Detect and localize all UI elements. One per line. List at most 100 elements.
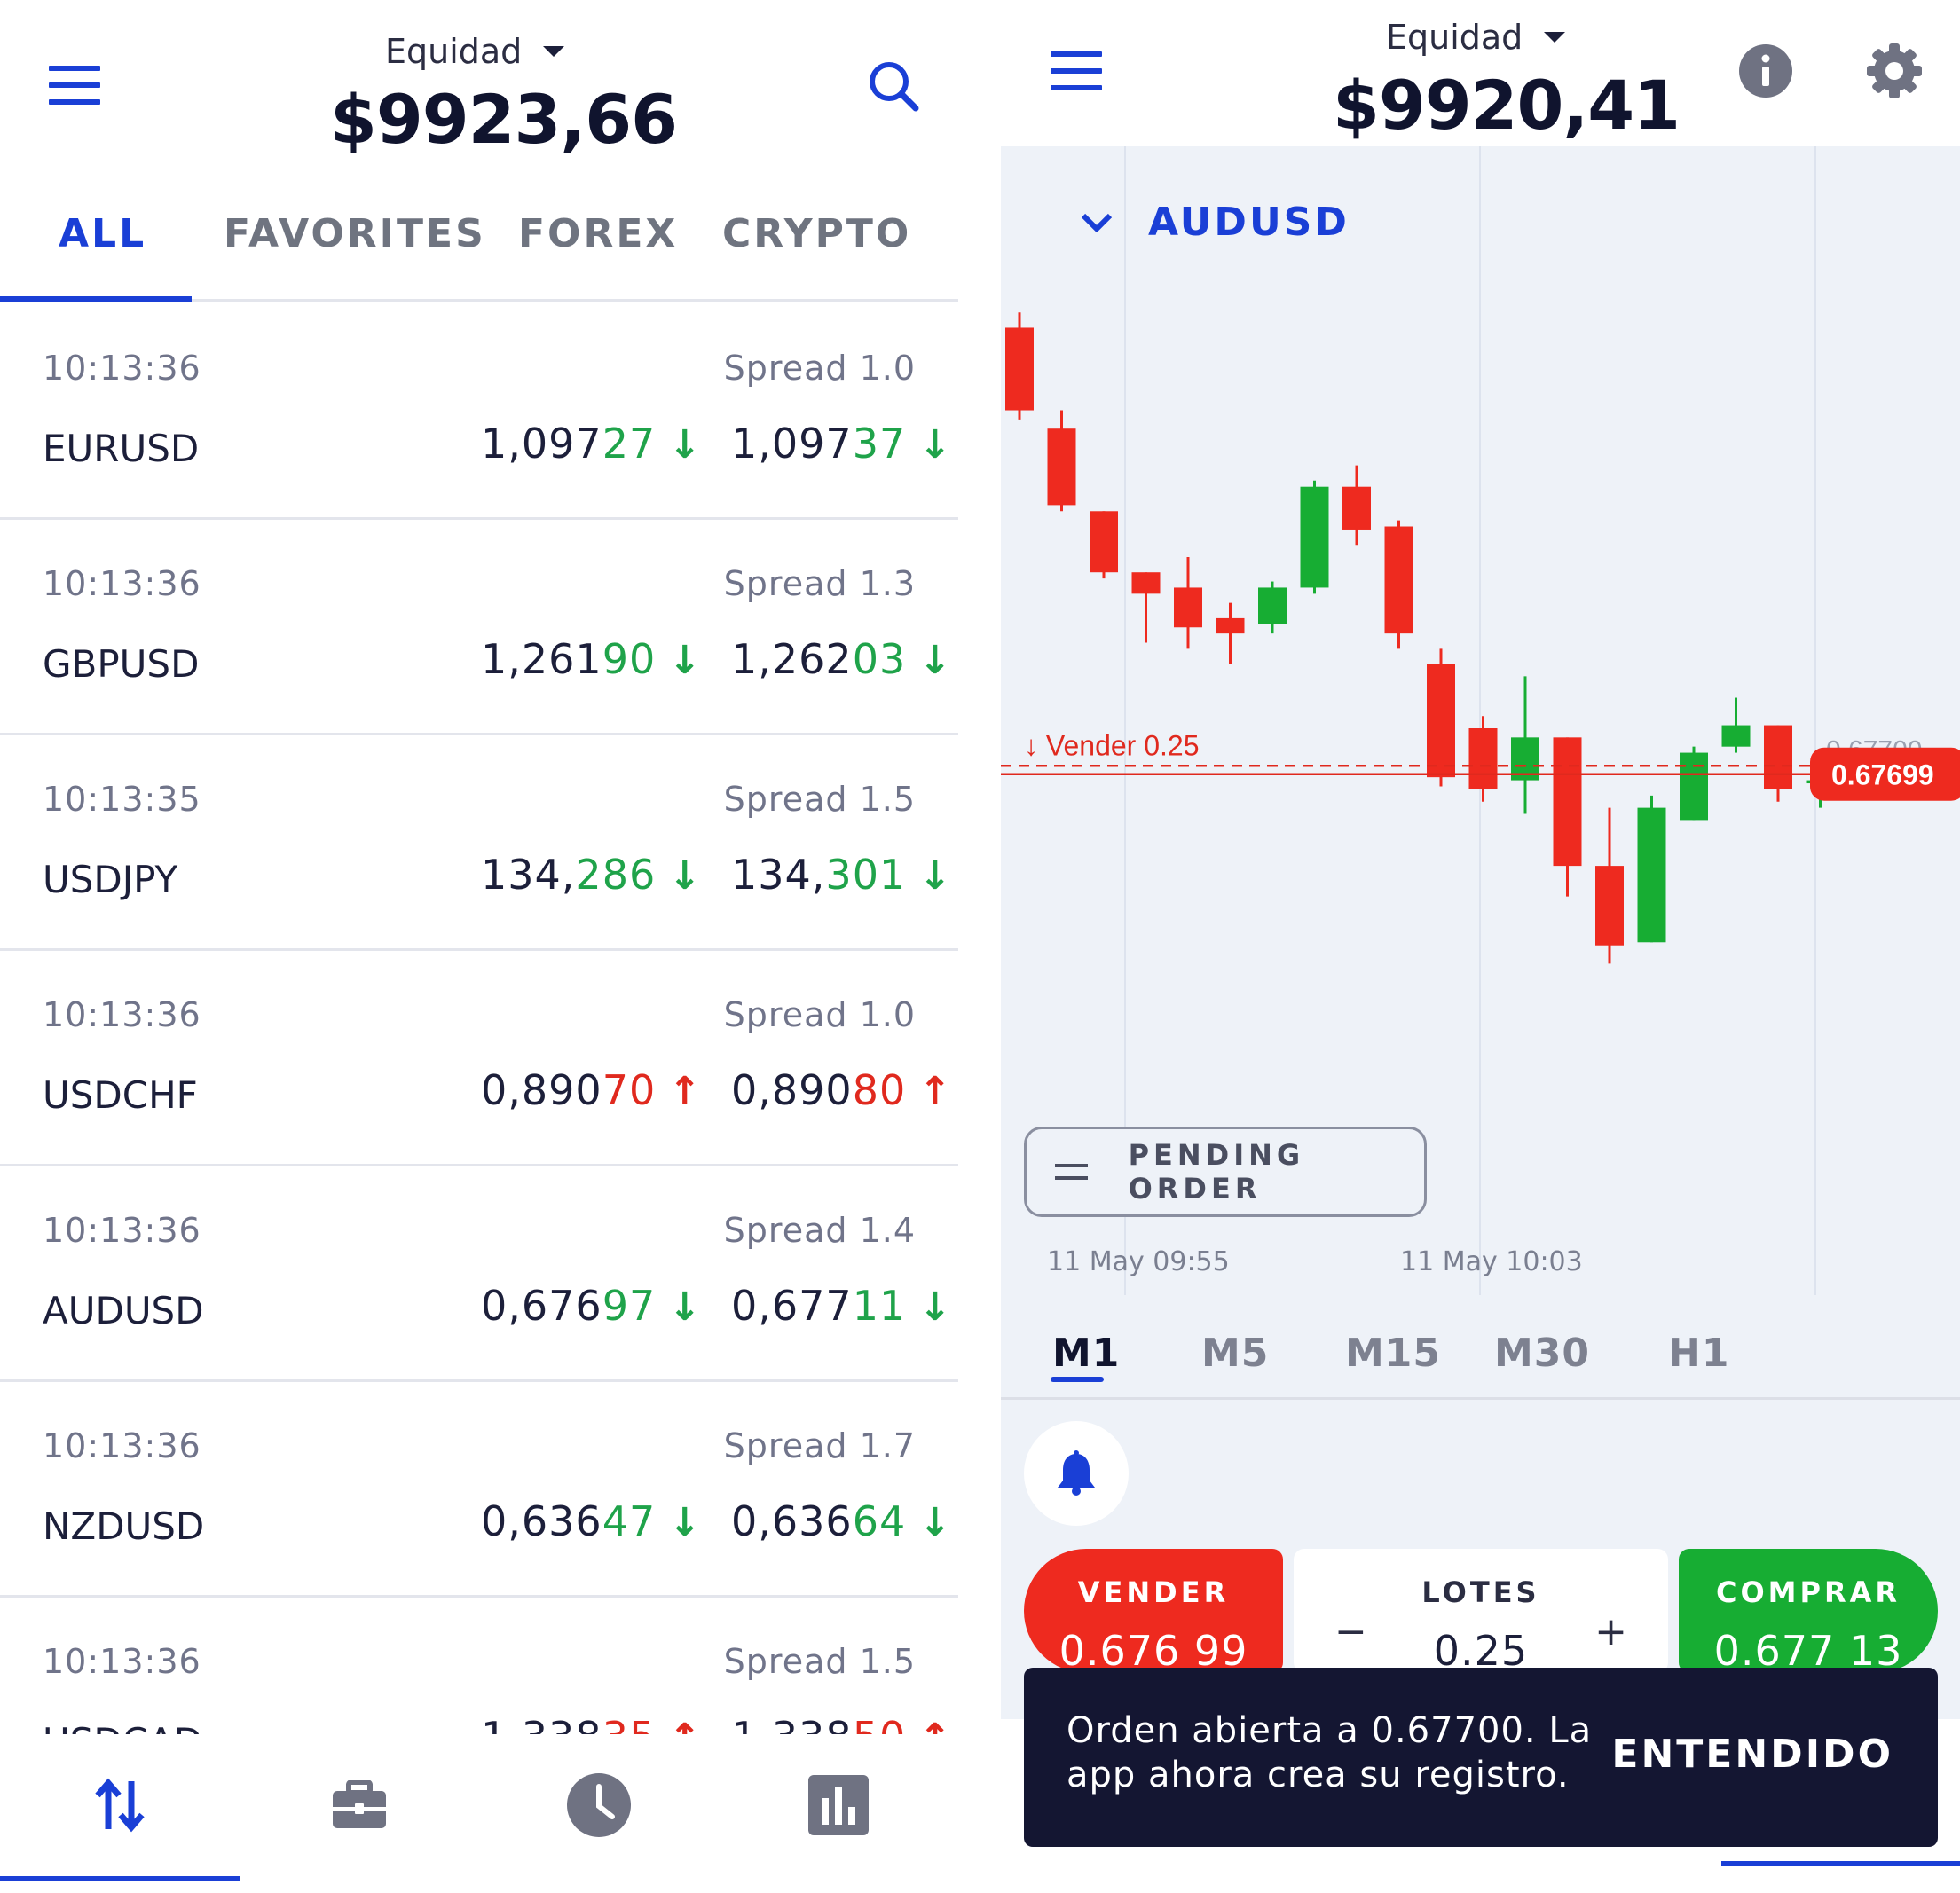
arrow-down-icon: ↓ bbox=[918, 853, 953, 899]
symbol-selector[interactable]: AUDUSD bbox=[1081, 200, 1350, 245]
arrow-down-icon: ↓ bbox=[668, 1284, 703, 1330]
timeframe-m5[interactable]: M5 bbox=[1201, 1331, 1270, 1376]
quote-time: 10:13:36 bbox=[43, 1426, 201, 1465]
candlestick-chart[interactable]: ↓ Vender 0.250.677000.67699 bbox=[1001, 146, 1960, 1295]
quote-time: 10:13:36 bbox=[43, 995, 201, 1034]
bid-price[interactable]: 0,67697 ↓ bbox=[481, 1282, 702, 1330]
arrow-down-icon: ↓ bbox=[918, 638, 953, 683]
pending-order-button[interactable]: PENDING ORDER bbox=[1024, 1127, 1427, 1217]
nav-trade[interactable] bbox=[0, 1734, 240, 1876]
price-chart[interactable]: ↓ Vender 0.250.677000.67699 AUDUSD PENDI… bbox=[1001, 146, 1960, 1295]
bell-icon bbox=[1058, 1450, 1095, 1496]
caret-down-icon bbox=[543, 46, 565, 57]
nav-history[interactable] bbox=[479, 1734, 719, 1876]
tab-all[interactable]: ALL bbox=[59, 211, 147, 256]
increase-lots-button[interactable]: + bbox=[1594, 1609, 1627, 1654]
tab-crypto[interactable]: CRYPTO bbox=[722, 211, 912, 256]
search-icon[interactable] bbox=[868, 60, 919, 112]
spread-value: Spread 1.3 bbox=[723, 564, 916, 603]
instrument-row[interactable]: 10:13:35 Spread 1.5 USDJPY 134,286 ↓ 134,301 ↓ bbox=[0, 735, 958, 951]
timeframe-m1[interactable]: M1 bbox=[1052, 1331, 1121, 1376]
bid-price[interactable]: 134,286 ↓ bbox=[481, 851, 702, 899]
candle-body bbox=[1090, 511, 1118, 573]
info-icon[interactable] bbox=[1738, 43, 1793, 98]
candle-body bbox=[1721, 725, 1751, 747]
ask-price[interactable]: 0,89080 ↑ bbox=[731, 1066, 952, 1114]
equity-dropdown[interactable]: Equidad bbox=[385, 32, 565, 71]
active-tab-indicator bbox=[0, 296, 192, 302]
price-alert-button[interactable] bbox=[1024, 1421, 1129, 1526]
price-base: 0,636 bbox=[481, 1497, 602, 1545]
ask-price[interactable]: 0,63664 ↓ bbox=[731, 1497, 952, 1545]
instrument-row[interactable]: 10:13:36 Spread 1.4 AUDUSD 0,67697 ↓ 0,67711 ↓ bbox=[0, 1166, 958, 1382]
arrow-down-icon: ↓ bbox=[668, 1500, 703, 1545]
candle-body bbox=[1131, 572, 1161, 594]
order-line-label: ↓ Vender 0.25 bbox=[1024, 729, 1199, 761]
toast-ok-button[interactable]: ENTENDIDO bbox=[1611, 1732, 1893, 1777]
arrow-down-icon: ↓ bbox=[668, 853, 703, 899]
buy-button[interactable]: COMPRAR 0.677 13 bbox=[1679, 1549, 1938, 1673]
ask-price[interactable]: 1,09737 ↓ bbox=[731, 420, 952, 467]
markets-screen: Equidad $9923,66 ALL FAVORITES FOREX CRY… bbox=[0, 0, 958, 1893]
instrument-symbol: GBPUSD bbox=[43, 642, 200, 686]
price-pips: 90 bbox=[602, 635, 657, 683]
ask-price[interactable]: 1,26203 ↓ bbox=[731, 635, 952, 683]
menu-icon[interactable] bbox=[49, 66, 100, 105]
candle-body bbox=[1342, 486, 1371, 530]
decrease-lots-button[interactable]: − bbox=[1334, 1609, 1367, 1654]
timeframe-m15[interactable]: M15 bbox=[1345, 1331, 1442, 1376]
bid-price[interactable]: 1,26190 ↓ bbox=[481, 635, 702, 683]
menu-icon[interactable] bbox=[1051, 51, 1102, 90]
instrument-row[interactable]: 10:13:36 Spread 1.7 NZDUSD 0,63647 ↓ 0,63664 ↓ bbox=[0, 1382, 958, 1598]
price-pips: 11 bbox=[852, 1282, 907, 1330]
nav-stats[interactable] bbox=[719, 1734, 958, 1876]
arrow-down-icon: ↓ bbox=[918, 1284, 953, 1330]
active-nav-indicator bbox=[1721, 1861, 1960, 1866]
stats-chart-icon bbox=[808, 1775, 869, 1835]
lots-value[interactable]: 0.25 bbox=[1433, 1627, 1529, 1673]
quote-time: 10:13:36 bbox=[43, 1642, 201, 1681]
tab-forex[interactable]: FOREX bbox=[518, 211, 679, 256]
price-pips: 64 bbox=[852, 1497, 907, 1545]
current-price-badge bbox=[1810, 747, 1960, 801]
current-price-text: 0.67699 bbox=[1831, 759, 1934, 791]
drag-handle-icon bbox=[1055, 1164, 1088, 1180]
spread-value: Spread 1.5 bbox=[723, 780, 916, 819]
quote-time: 10:13:36 bbox=[43, 1211, 201, 1250]
nav-portfolio[interactable] bbox=[240, 1734, 479, 1876]
bid-price[interactable]: 1,09727 ↓ bbox=[481, 420, 702, 467]
candle-body bbox=[1258, 587, 1287, 624]
price-pips: 37 bbox=[852, 420, 907, 467]
instrument-symbol: USDJPY bbox=[43, 858, 178, 901]
price-base: 1,262 bbox=[731, 635, 853, 683]
equity-dropdown[interactable]: Equidad bbox=[1386, 18, 1566, 57]
quote-time: 10:13:35 bbox=[43, 780, 201, 819]
gear-icon[interactable] bbox=[1867, 43, 1922, 98]
instrument-row[interactable]: 10:13:36 Spread 1.0 USDCHF 0,89070 ↑ 0,89080 ↑ bbox=[0, 951, 958, 1166]
quote-time: 10:13:36 bbox=[43, 564, 201, 603]
tab-favorites[interactable]: FAVORITES bbox=[224, 211, 486, 256]
bid-price[interactable]: 0,89070 ↑ bbox=[481, 1066, 702, 1114]
timeframe-h1[interactable]: H1 bbox=[1668, 1331, 1730, 1376]
bid-price[interactable]: 0,63647 ↓ bbox=[481, 1497, 702, 1545]
active-timeframe-indicator bbox=[1051, 1377, 1104, 1382]
ask-price[interactable]: 134,301 ↓ bbox=[731, 851, 952, 899]
equity-label: Equidad bbox=[385, 32, 523, 71]
bottom-nav bbox=[0, 1734, 958, 1893]
candle-body bbox=[1174, 587, 1202, 628]
price-base: 1,097 bbox=[481, 420, 602, 467]
price-base: 0,677 bbox=[731, 1282, 853, 1330]
x-tick-label: 11 May 09:55 bbox=[1047, 1246, 1230, 1277]
price-pips: 286 bbox=[575, 851, 657, 899]
price-pips: 301 bbox=[825, 851, 907, 899]
price-base: 0,636 bbox=[731, 1497, 853, 1545]
order-toast: Orden abierta a 0.67700. La app ahora cr… bbox=[1024, 1668, 1938, 1847]
instrument-row[interactable]: 10:13:36 Spread 1.0 EURUSD 1,09727 ↓ 1,09737 ↓ bbox=[0, 304, 958, 520]
active-nav-indicator bbox=[0, 1876, 240, 1881]
ask-price[interactable]: 0,67711 ↓ bbox=[731, 1282, 952, 1330]
timeframe-m30[interactable]: M30 bbox=[1494, 1331, 1591, 1376]
candle-body bbox=[1637, 807, 1666, 943]
quote-time: 10:13:36 bbox=[43, 349, 201, 388]
instrument-row[interactable]: 10:13:36 Spread 1.3 GBPUSD 1,26190 ↓ 1,26203 ↓ bbox=[0, 520, 958, 735]
sell-button[interactable]: VENDER 0.676 99 bbox=[1024, 1549, 1283, 1673]
